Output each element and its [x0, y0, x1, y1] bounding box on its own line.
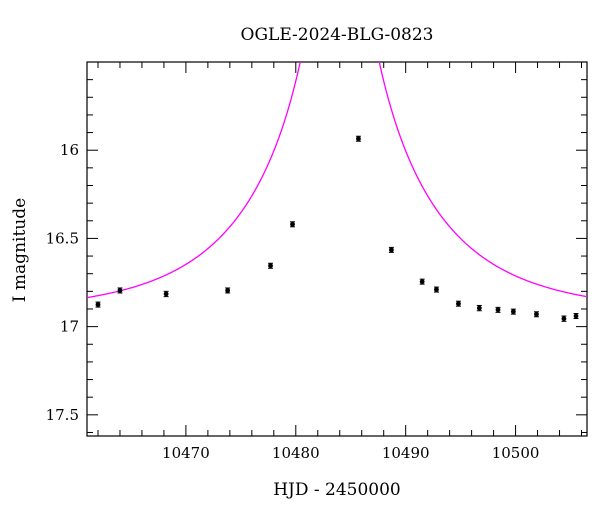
- x-tick-label: 10490: [382, 444, 430, 462]
- y-tick-label: 17.5: [46, 406, 79, 424]
- y-tick-label: 16: [60, 141, 79, 159]
- y-tick-label: 17: [60, 318, 79, 336]
- data-point: [510, 309, 516, 315]
- data-point: [95, 302, 101, 307]
- x-tick-label: 10500: [492, 444, 540, 462]
- plot-area: 10470 10480 10490 10500 16 16.5 17 17.5: [46, 61, 588, 462]
- data-point: [495, 307, 501, 313]
- data-point: [225, 288, 231, 293]
- x-axis-label: HJD - 2450000: [273, 480, 401, 500]
- data-point: [476, 305, 482, 311]
- data-point: [290, 221, 295, 227]
- data-point: [573, 313, 579, 319]
- data-point: [434, 287, 439, 292]
- data-point: [117, 288, 123, 293]
- y-tick-label: 16.5: [46, 229, 79, 247]
- x-tick-label: 10480: [272, 444, 320, 462]
- plot-frame: [86, 61, 588, 437]
- data-point: [356, 136, 361, 142]
- x-tick-label: 10470: [162, 444, 210, 462]
- y-axis-label: I magnitude: [10, 198, 30, 302]
- chart-title: OGLE-2024-BLG-0823: [241, 25, 434, 45]
- data-point: [163, 291, 169, 297]
- data-point: [561, 316, 567, 322]
- data-point: [534, 311, 539, 317]
- model-curve: [87, 62, 587, 299]
- data-point: [268, 263, 273, 269]
- data-point: [456, 301, 461, 307]
- data-point: [419, 279, 425, 285]
- data-point: [388, 247, 394, 253]
